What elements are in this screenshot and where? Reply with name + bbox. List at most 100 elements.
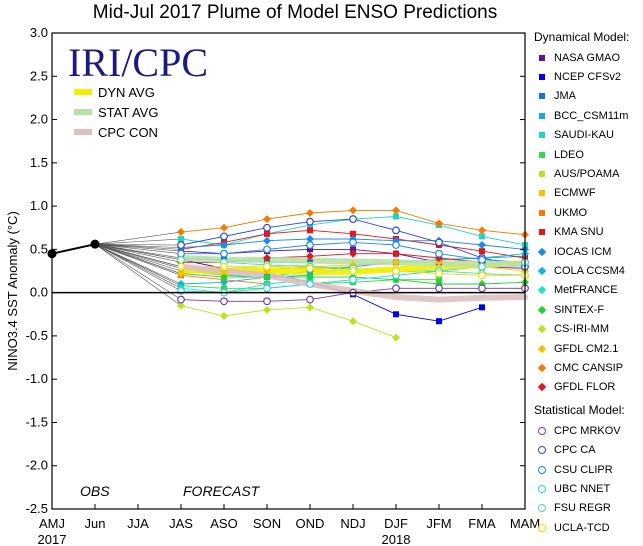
series-marker bbox=[349, 249, 357, 258]
legend-item: NCEP CFSv2 bbox=[530, 67, 643, 86]
series-marker bbox=[220, 262, 228, 271]
legend-label: MetFRANCE bbox=[554, 284, 618, 297]
obs-annotation: OBS bbox=[80, 483, 110, 499]
legend-item: UCLA-TCD bbox=[530, 518, 643, 537]
circle-marker-icon bbox=[530, 484, 554, 493]
anchor-spoke bbox=[94, 243, 182, 272]
series-marker bbox=[350, 230, 356, 237]
legend-item: MetFRANCE bbox=[530, 281, 643, 300]
legend-label: CPC CA bbox=[554, 444, 596, 457]
statistical-heading: Statistical Model: bbox=[534, 403, 625, 418]
diamond-marker-icon bbox=[530, 305, 554, 315]
series-marker bbox=[478, 271, 486, 280]
observed-line bbox=[51, 243, 96, 255]
year-label: 2018 bbox=[382, 532, 411, 546]
diamond-marker-icon bbox=[530, 266, 554, 276]
series-marker bbox=[392, 241, 400, 249]
legend-label: CPC MRKOV bbox=[554, 424, 621, 437]
legend-label: BCC_CSM11m bbox=[554, 109, 629, 122]
series-marker bbox=[479, 233, 485, 240]
legend-label: LDEO bbox=[554, 148, 584, 161]
series-marker bbox=[263, 262, 271, 271]
anchor-spoke bbox=[94, 243, 182, 248]
series-marker bbox=[435, 219, 443, 228]
avg-legend-label: CPC CON bbox=[98, 125, 158, 140]
y-tick-label: 3.0 bbox=[30, 25, 48, 40]
series-marker bbox=[435, 258, 443, 267]
dynamical-legend-list: NASA GMAO NCEP CFSv2 JMA BCC_CSM11m SAUDI-KA… bbox=[530, 48, 643, 397]
diamond-marker-icon bbox=[530, 247, 554, 256]
series-marker bbox=[306, 303, 314, 312]
x-tick-label: JAS bbox=[169, 516, 193, 531]
series-marker bbox=[220, 223, 228, 232]
legend-item: SINTEX-F bbox=[530, 300, 643, 319]
series-marker bbox=[306, 264, 314, 273]
series-marker bbox=[435, 284, 443, 293]
series-marker bbox=[392, 284, 400, 293]
legend-item: UKMO bbox=[530, 203, 643, 222]
legend-label: NASA GMAO bbox=[554, 51, 621, 64]
series-marker bbox=[263, 223, 271, 232]
series-marker bbox=[221, 285, 227, 292]
x-tick-label: SON bbox=[253, 516, 281, 531]
series-marker bbox=[392, 333, 400, 342]
legend-item: CSU CLIPR bbox=[530, 460, 643, 479]
anchor-spoke bbox=[94, 231, 182, 245]
legend-label: SINTEX-F bbox=[554, 303, 605, 316]
anchor-spoke bbox=[94, 238, 182, 245]
series-marker bbox=[478, 284, 486, 293]
anchor-spoke bbox=[94, 243, 182, 300]
series-marker bbox=[349, 317, 357, 326]
series-markers bbox=[47, 206, 529, 342]
anchor-spoke bbox=[94, 243, 182, 285]
x-tick-label: FMA bbox=[468, 516, 496, 531]
y-axis-label: NINO3.4 SST Anomaly (°C) bbox=[5, 211, 20, 371]
series-marker bbox=[478, 255, 486, 264]
legend-label: IOCAS ICM bbox=[554, 245, 612, 258]
square-marker-icon bbox=[530, 74, 554, 81]
anchor-spoke bbox=[94, 243, 182, 261]
series-marker bbox=[435, 249, 443, 258]
series-marker bbox=[263, 215, 271, 224]
y-tick-label: 0.0 bbox=[30, 285, 48, 300]
y-tick-label: 1.5 bbox=[30, 155, 48, 170]
series-marker bbox=[307, 246, 313, 253]
legend-item: LDEO bbox=[530, 145, 643, 164]
series-marker bbox=[177, 262, 185, 271]
series-marker bbox=[220, 273, 228, 282]
series-marker bbox=[177, 269, 185, 278]
statistical-legend-list: CPC MRKOV CPC CA CSU CLIPR UBC NNET FSU REGR… bbox=[530, 421, 643, 537]
series-marker bbox=[435, 269, 443, 278]
y-tick-label: -2.5 bbox=[26, 501, 48, 516]
circle-marker-icon bbox=[530, 504, 554, 513]
y-tick-label: 2.0 bbox=[30, 112, 48, 127]
y-tick-label: -0.5 bbox=[26, 328, 48, 343]
anchor-spoke bbox=[94, 243, 182, 246]
legend-item: BCC_CSM11m bbox=[530, 106, 643, 125]
legend-item: JMA bbox=[530, 87, 643, 106]
legend-label: GFDL CM2.1 bbox=[554, 342, 619, 355]
legend-item: NASA GMAO bbox=[530, 48, 643, 67]
dynamical-heading: Dynamical Model: bbox=[534, 30, 630, 44]
circle-marker-icon bbox=[530, 446, 554, 455]
x-tick-label: ASO bbox=[210, 516, 237, 531]
diamond-marker-icon bbox=[530, 344, 554, 353]
legend-label: UCLA-TCD bbox=[554, 521, 610, 534]
series-marker bbox=[263, 254, 271, 263]
legend-item: CS-IRI-MM bbox=[530, 319, 643, 338]
series-marker bbox=[435, 238, 443, 247]
series-marker bbox=[220, 232, 228, 241]
legend-label: KMA SNU bbox=[554, 226, 604, 239]
anchor-spoke bbox=[94, 243, 182, 289]
x-tick-label: DJF bbox=[384, 516, 408, 531]
y-tick-label: -1.5 bbox=[26, 414, 48, 429]
series-marker bbox=[350, 246, 356, 253]
series-marker bbox=[177, 279, 185, 288]
legend-item: KMA SNU bbox=[530, 223, 643, 242]
legend-item: GFDL FLOR bbox=[530, 378, 643, 397]
legend-label: CMC CANSIP bbox=[554, 361, 624, 374]
series-marker bbox=[393, 213, 399, 220]
x-tick-label: MAM bbox=[510, 516, 540, 531]
year-label: 2017 bbox=[38, 532, 67, 546]
series-marker bbox=[392, 249, 400, 258]
